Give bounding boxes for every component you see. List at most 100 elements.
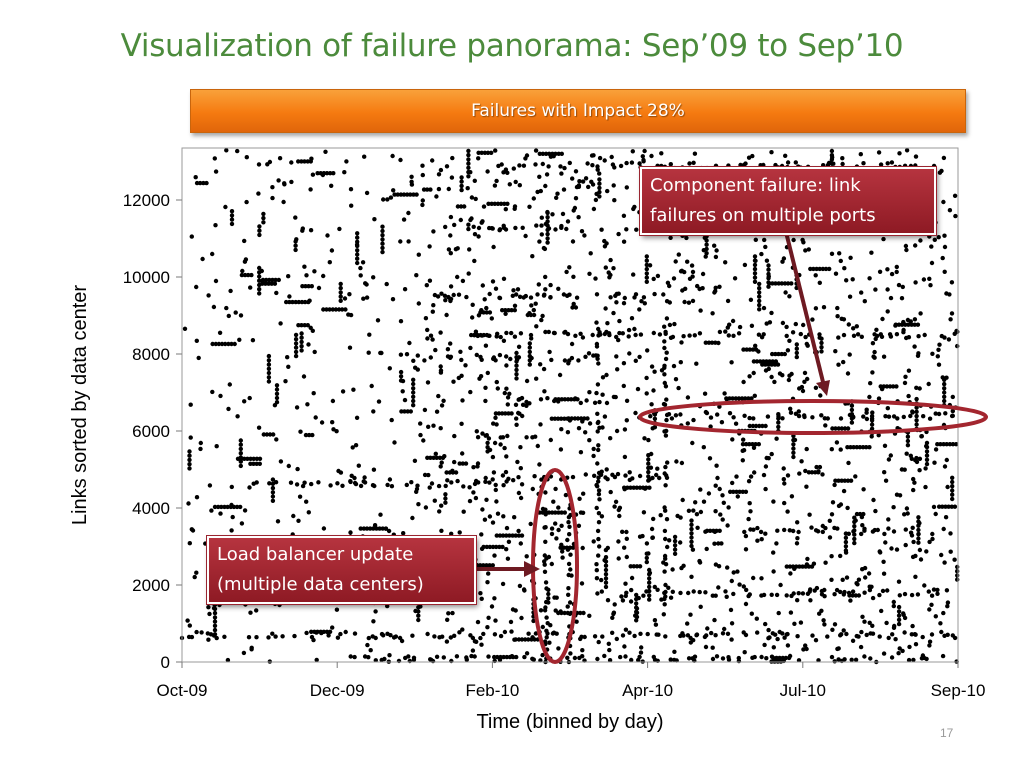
failure-point (385, 482, 390, 488)
failure-point (902, 591, 908, 597)
failure-point (915, 592, 921, 597)
failure-point (596, 361, 601, 366)
failure-point (614, 354, 619, 359)
failure-point (573, 169, 579, 174)
failure-point (876, 150, 882, 155)
failure-point (543, 287, 548, 292)
failure-point (858, 152, 863, 157)
failure-point (644, 541, 650, 546)
failure-point (207, 611, 212, 617)
failure-point (212, 623, 218, 628)
failure-point (430, 337, 435, 342)
failure-point (614, 300, 619, 305)
y-tick-label: 6000 (132, 422, 170, 441)
failure-point (516, 528, 521, 534)
failure-point (630, 149, 635, 154)
failure-point (779, 281, 784, 286)
failure-point (578, 510, 584, 515)
failure-point (244, 199, 249, 205)
failure-point (231, 504, 237, 510)
failure-point (805, 591, 811, 596)
failure-point (672, 543, 678, 548)
failure-point (795, 536, 800, 541)
failure-point (604, 400, 610, 406)
failure-point (567, 532, 572, 537)
failure-point (562, 358, 568, 363)
failure-point (199, 630, 204, 635)
failure-point (565, 219, 571, 224)
failure-point (933, 447, 939, 452)
failure-point (556, 286, 561, 291)
failure-point (672, 551, 678, 556)
failure-point (921, 414, 926, 419)
failure-point (444, 470, 449, 475)
failure-point (299, 339, 304, 345)
failure-point (834, 440, 840, 445)
failure-point (641, 159, 646, 164)
failure-point (619, 594, 624, 599)
failure-point (560, 555, 565, 560)
failure-point (500, 473, 506, 478)
failure-point (936, 235, 941, 240)
failure-point (764, 258, 770, 263)
failure-point (545, 210, 550, 216)
failure-point (446, 611, 451, 616)
failure-point (749, 396, 754, 401)
failure-point (222, 504, 227, 510)
failure-point (425, 380, 431, 385)
failure-point (480, 219, 485, 224)
failure-point (512, 334, 518, 339)
failure-point (383, 526, 389, 531)
failure-point (945, 604, 950, 609)
failure-point (562, 610, 567, 616)
failure-point (662, 324, 667, 329)
failure-point (213, 341, 218, 347)
failure-point (499, 162, 504, 167)
failure-point (846, 460, 851, 466)
failure-point (871, 497, 876, 503)
load-balancer-callout: Load balancer update (multiple data cent… (206, 535, 477, 605)
failure-point (248, 461, 253, 466)
failure-point (604, 372, 609, 378)
failure-point (906, 368, 912, 373)
failure-point (559, 610, 564, 616)
failure-point (206, 637, 211, 642)
failure-point (455, 478, 460, 484)
failure-point (930, 536, 935, 542)
failure-point (494, 499, 499, 504)
failure-point (652, 291, 657, 297)
failure-point (590, 332, 595, 338)
failure-point (798, 331, 803, 337)
failure-point (580, 648, 585, 653)
failure-point (285, 355, 290, 360)
failure-point (950, 492, 955, 497)
failure-point (631, 485, 636, 490)
failure-point (306, 284, 311, 289)
failure-point (423, 316, 429, 321)
failure-point (939, 629, 944, 635)
failure-point (766, 271, 771, 277)
failure-point (863, 575, 868, 580)
failure-point (484, 544, 489, 550)
failure-point (950, 413, 955, 418)
failure-point (766, 366, 771, 372)
failure-point (612, 198, 617, 203)
failure-point (201, 180, 206, 186)
failure-point (803, 564, 808, 569)
failure-point (212, 504, 218, 510)
failure-point (456, 292, 462, 297)
failure-point (776, 351, 781, 357)
failure-point (553, 486, 558, 492)
failure-point (806, 247, 811, 252)
failure-point (841, 359, 846, 365)
failure-point (321, 307, 326, 312)
failure-point (879, 608, 884, 614)
failure-point (189, 234, 194, 239)
failure-point (872, 349, 877, 355)
failure-point (896, 651, 901, 656)
failure-point (194, 570, 199, 575)
failure-point (670, 567, 675, 572)
failure-point (257, 265, 262, 271)
failure-point (545, 231, 550, 237)
failure-point (527, 362, 532, 367)
